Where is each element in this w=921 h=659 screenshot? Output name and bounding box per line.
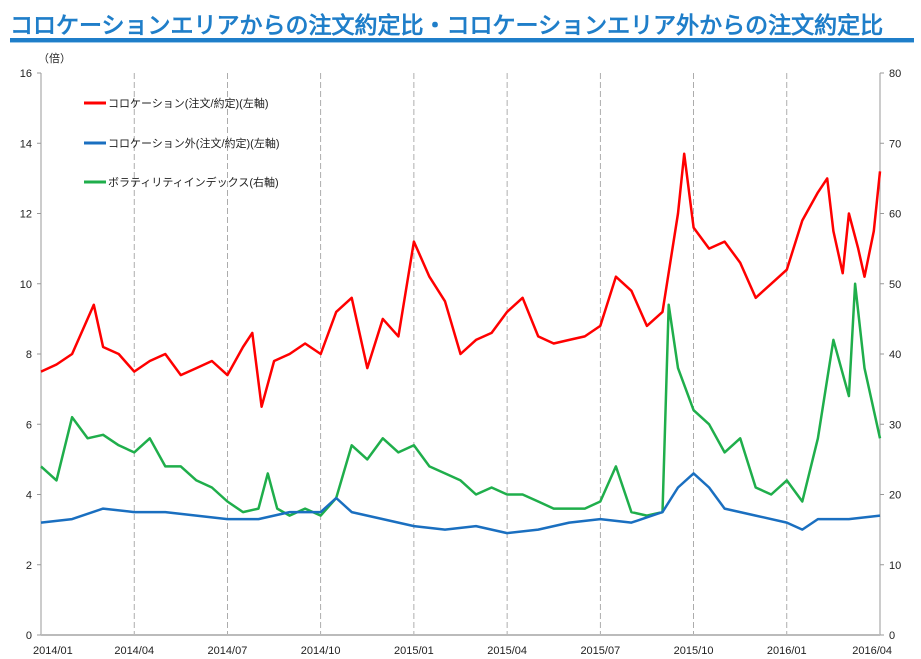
y-tick-label: 16: [20, 68, 32, 80]
y-tick-label: 12: [20, 209, 32, 221]
page-title: コロケーションエリアからの注文約定比・コロケーションエリア外からの注文約定比: [10, 13, 884, 39]
y2-tick-label: 50: [889, 279, 901, 291]
y-tick-label: 2: [26, 560, 32, 572]
y-axis-unit-label: （倍）: [38, 51, 71, 65]
x-tick-label: 2016/04: [852, 645, 892, 657]
y2-tick-label: 30: [889, 419, 901, 431]
y-tick-label: 10: [20, 279, 32, 291]
series-line-volatility: [40, 282, 882, 517]
legend-label-volatility: ボラティリティインデックス(右軸): [108, 175, 279, 189]
series-line-non-colocation: [40, 472, 881, 535]
y2-tick-label: 80: [889, 68, 901, 80]
x-tick-label: 2016/01: [767, 645, 807, 657]
x-tick-label: 2014/01: [33, 645, 73, 657]
x-tick-label: 2015/07: [580, 645, 620, 657]
y-tick-label: 14: [20, 138, 32, 150]
y2-tick-label: 40: [889, 349, 901, 361]
y2-tick-label: 20: [889, 490, 901, 502]
x-tick-label: 2014/10: [301, 645, 341, 657]
x-tick-label: 2015/01: [394, 645, 434, 657]
series-line-colocation: [40, 152, 882, 408]
x-tick-label: 2014/07: [208, 645, 248, 657]
y-tick-label: 8: [26, 349, 32, 361]
y2-tick-label: 10: [889, 560, 901, 572]
y2-tick-label: 60: [889, 209, 901, 221]
legend-label-non-colocation: コロケーション外(注文/約定)(左軸): [108, 136, 280, 150]
x-tick-label: 2015/04: [487, 645, 527, 657]
legend-label-colocation: コロケーション(注文/約定)(左軸): [108, 96, 269, 110]
y2-tick-label: 70: [889, 138, 901, 150]
y-tick-label: 6: [26, 419, 32, 431]
title-underline: [10, 38, 914, 43]
x-tick-label: 2014/04: [114, 645, 154, 657]
x-tick-label: 2015/10: [674, 645, 714, 657]
y-tick-label: 0: [26, 630, 32, 642]
y-tick-label: 4: [26, 490, 32, 502]
legend: コロケーション(注文/約定)(左軸) コロケーション外(注文/約定)(左軸) ボ…: [84, 96, 280, 189]
y2-tick-label: 0: [889, 630, 895, 642]
